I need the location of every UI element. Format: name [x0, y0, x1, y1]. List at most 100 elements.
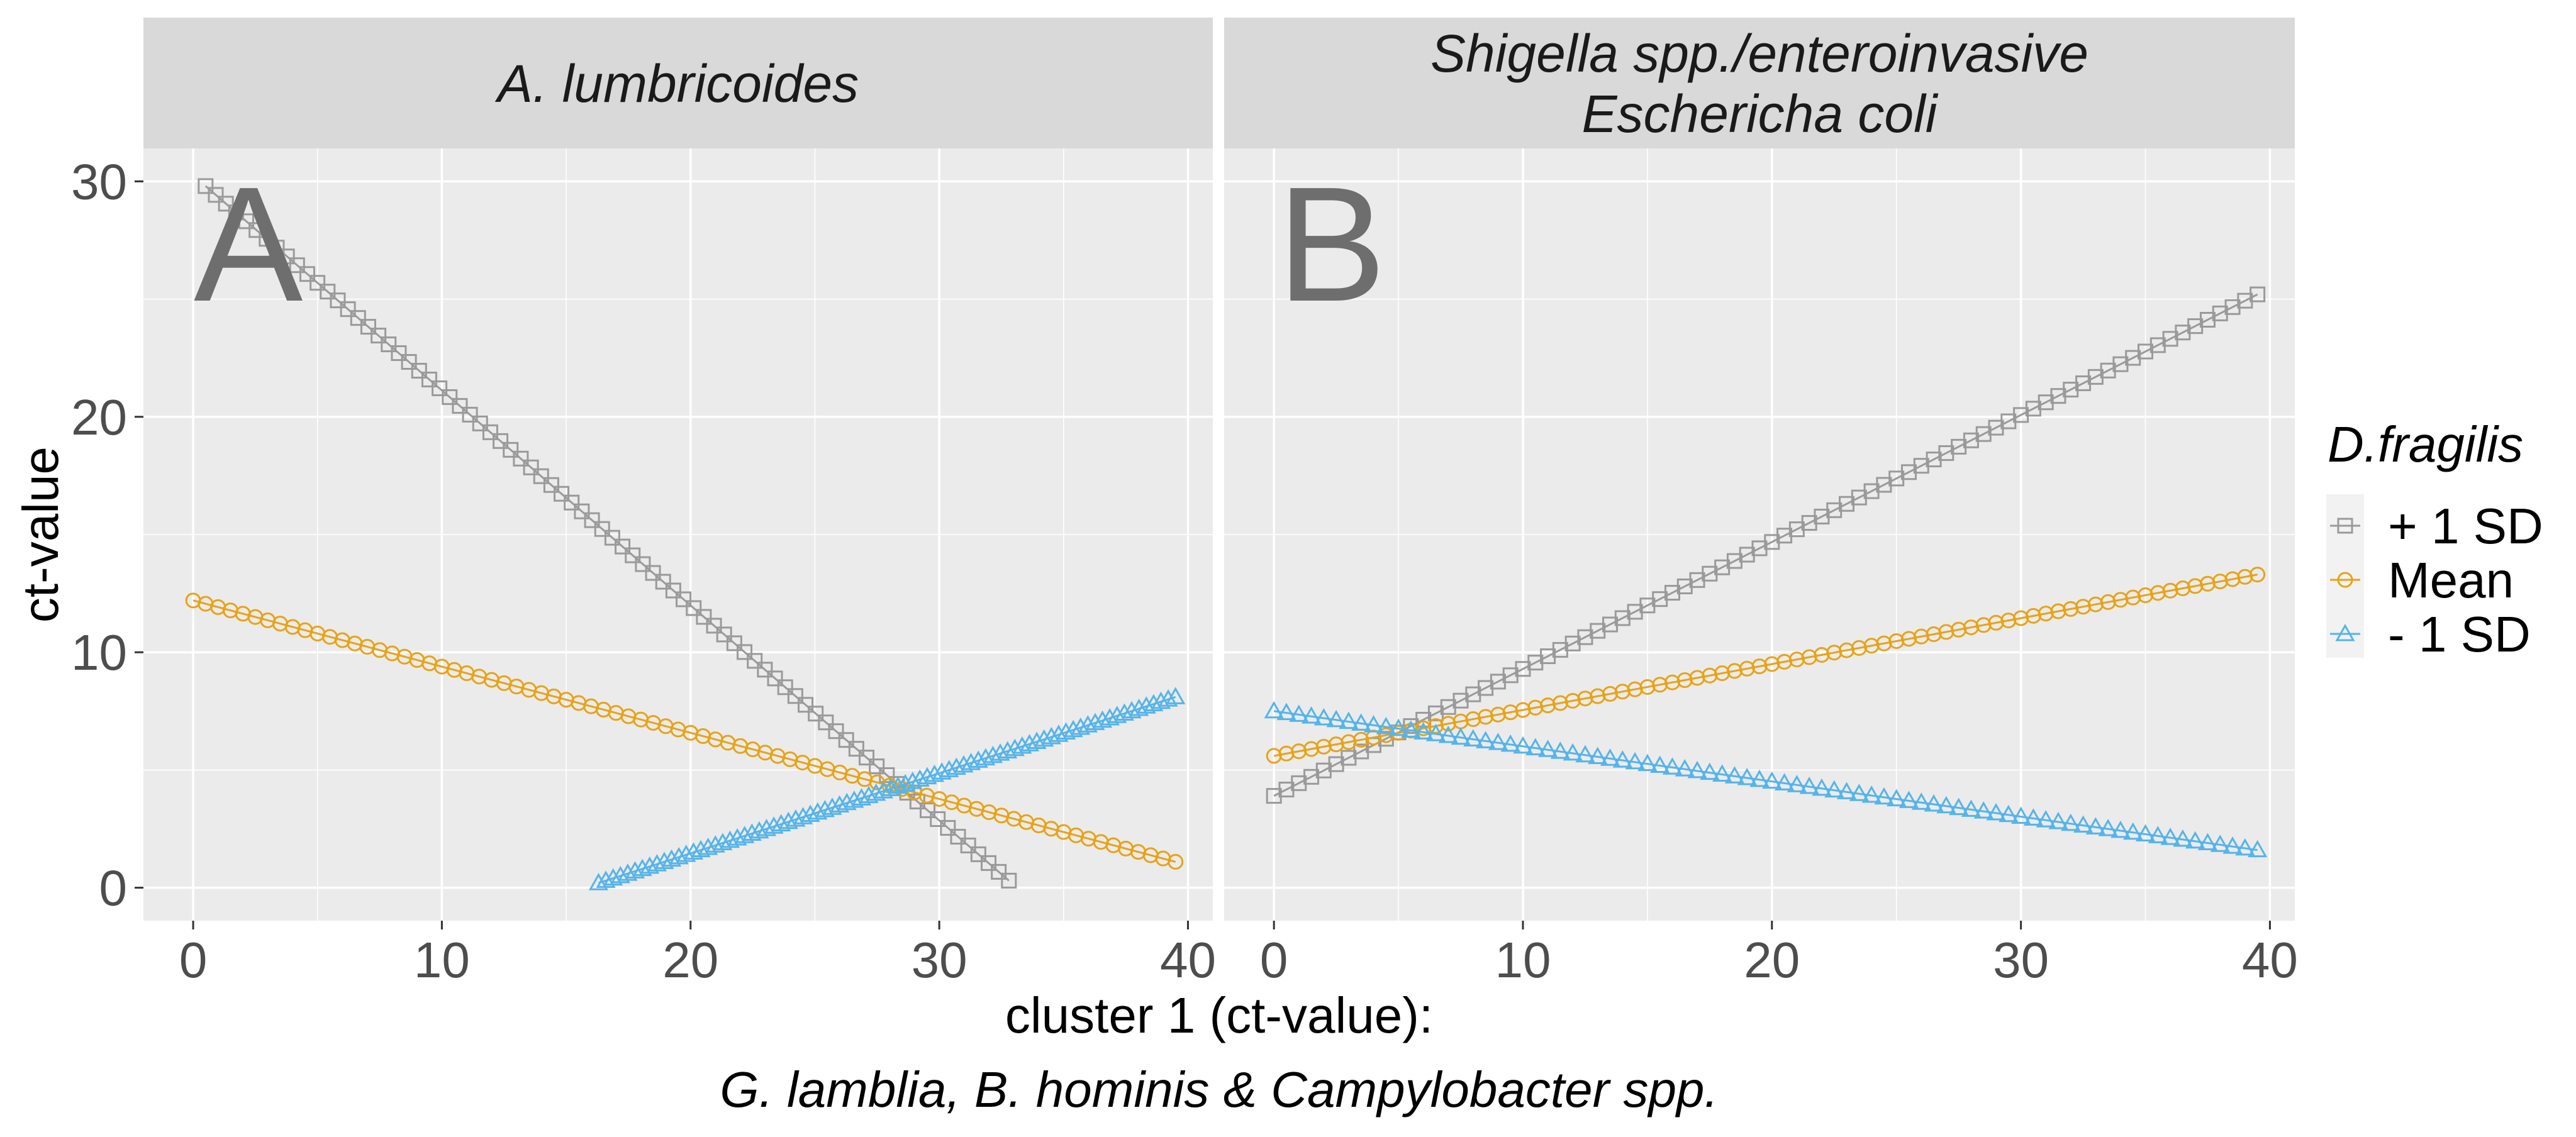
panel-a-point-plus-1-sd — [950, 828, 966, 845]
panel-a-point-minus-1-sd — [771, 814, 791, 831]
panel-a-point-minus-1-sd — [793, 807, 813, 824]
panel-b-point-mean — [1577, 691, 1593, 707]
x-axis-title-line-1: cluster 1 (ct-value): — [1005, 987, 1433, 1043]
panel-a-point-plus-1-sd — [676, 591, 692, 607]
panel-b-point-mean — [1676, 672, 1693, 689]
panel-b-point-mean — [1938, 624, 1954, 640]
panel-a-point-minus-1-sd — [588, 873, 609, 890]
panel-a-point-plus-1-sd — [289, 257, 305, 274]
panel-a-point-minus-1-sd — [888, 776, 908, 794]
panel-a-point-plus-1-sd — [706, 618, 722, 634]
panel-b-point-mean — [1515, 702, 1531, 718]
panel-a-point-minus-1-sd — [939, 760, 959, 777]
panel-a-point-plus-1-sd — [980, 855, 996, 871]
panel-a-point-plus-1-sd — [655, 574, 671, 590]
panel-b-point-minus-1-sd — [1874, 787, 1894, 805]
legend-label-minus-1-sd: - 1 SD — [2388, 606, 2531, 662]
panel-a-point-minus-1-sd — [1071, 717, 1091, 735]
panel-a-point-plus-1-sd — [533, 468, 549, 484]
panel-b-point-minus-1-sd — [1537, 740, 1558, 757]
panel-b-point-minus-1-sd — [2222, 836, 2243, 854]
panel-a-point-minus-1-sd — [1005, 738, 1025, 757]
panel-a-point-plus-1-sd — [615, 538, 631, 555]
panel-a-point-plus-1-sd — [513, 450, 529, 467]
panel-b-point-mean — [2013, 610, 2029, 626]
panel-b-point-mean — [1776, 653, 1793, 670]
panel-a-point-minus-1-sd — [654, 851, 674, 869]
panel-a-x-tick-label: 40 — [1160, 932, 1216, 988]
panel-a-point-minus-1-sd — [895, 774, 915, 792]
panel-a: A. lumbricoides A — [143, 18, 1213, 921]
legend-key-marker-mean — [2337, 572, 2353, 588]
panel-a-point-minus-1-sd — [1012, 736, 1032, 754]
panel-a-point-plus-1-sd — [543, 477, 559, 493]
panel-a-point-minus-1-sd — [808, 802, 828, 820]
panel-b-point-mean — [2175, 580, 2191, 597]
panel-a-point-plus-1-sd — [757, 662, 773, 678]
panel-a-point-minus-1-sd — [800, 804, 820, 823]
panel-b-point-mean — [1751, 658, 1768, 675]
panel-a-point-minus-1-sd — [705, 835, 725, 853]
panel-a-point-minus-1-sd — [618, 863, 638, 881]
panel-a-point-plus-1-sd — [991, 863, 1007, 880]
panel-a-point-plus-1-sd — [625, 547, 641, 563]
panel-b-point-minus-1-sd — [1887, 789, 1907, 807]
panel-a-series-mean — [185, 592, 1184, 870]
panel-b-point-mean — [2224, 571, 2241, 587]
panel-b-point-mean — [1963, 619, 1979, 636]
panel-a-point-minus-1-sd — [815, 799, 835, 818]
panel-b-point-mean — [1913, 628, 1929, 645]
panel-a-point-minus-1-sd — [1158, 689, 1178, 707]
legend-key-background — [2326, 494, 2364, 658]
panel-a-point-minus-1-sd — [903, 772, 923, 789]
panel-b-point-mean — [2075, 599, 2092, 615]
panel-b-point-minus-1-sd — [1351, 713, 1371, 731]
panel-a-point-minus-1-sd — [727, 828, 747, 846]
panel-b-point-minus-1-sd — [1861, 785, 1882, 803]
panel-b-point-mean — [1303, 741, 1320, 757]
panel-a-point-plus-1-sd — [401, 354, 417, 370]
panel-a-point-plus-1-sd — [371, 328, 387, 344]
panel-b-x-tick-label: 30 — [1993, 932, 2049, 988]
panel-b-point-mean — [1951, 621, 1967, 638]
panel-b-point-minus-1-sd — [2210, 835, 2230, 852]
panel-b-point-mean — [1739, 660, 1755, 677]
panel-a-point-plus-1-sd — [645, 565, 661, 581]
panel-b-point-mean — [1689, 670, 1705, 686]
panel-b-point-mean — [2138, 587, 2154, 603]
panel-b-point-mean — [1788, 652, 1805, 668]
panel-a-point-plus-1-sd — [564, 494, 580, 511]
panel-a-point-plus-1-sd — [808, 706, 824, 722]
panel-b-point-minus-1-sd — [1737, 767, 1757, 785]
panel-a-point-plus-1-sd — [848, 741, 864, 757]
panel-b-point-mean — [1814, 646, 1830, 663]
panel-b-point-minus-1-sd — [2098, 819, 2118, 836]
panel-b-point-minus-1-sd — [1849, 784, 1869, 801]
panel-b-point-mean — [1839, 642, 1855, 658]
panel-a-x-tick-label: 10 — [414, 932, 470, 988]
panel-a-point-minus-1-sd — [720, 830, 740, 848]
panel-b-point-mean — [2212, 574, 2228, 590]
legend-label-mean: Mean — [2388, 552, 2514, 608]
panel-a-point-plus-1-sd — [462, 406, 478, 423]
panel-a-point-plus-1-sd — [828, 723, 844, 740]
panel-b-point-minus-1-sd — [1550, 741, 1570, 759]
panel-b-point-mean — [1863, 638, 1880, 654]
panel-a-point-plus-1-sd — [574, 503, 590, 519]
panel-b-point-minus-1-sd — [2135, 824, 2156, 842]
panel-a-point-plus-1-sd — [330, 292, 346, 309]
panel-b-point-minus-1-sd — [2185, 831, 2205, 849]
panel-a-point-plus-1-sd — [604, 530, 620, 546]
panel-a-point-minus-1-sd — [866, 783, 886, 801]
panel-b-point-mean — [1988, 614, 2004, 631]
panel-a-point-minus-1-sd — [669, 846, 689, 865]
panel-b-point-mean — [1876, 635, 1892, 652]
panel-b-point-mean — [2063, 601, 2079, 617]
panel-b-series-line-minus-1-sd — [1273, 710, 2258, 851]
panel-b: Shigella spp./enteroinvasive Eschericha … — [1224, 18, 2295, 921]
panel-a-point-plus-1-sd — [391, 345, 407, 362]
y-tick-label: 30 — [71, 153, 127, 209]
panel-b-point-mean — [1627, 681, 1643, 697]
panel-b-point-minus-1-sd — [2073, 815, 2094, 833]
panel-a-point-plus-1-sd — [859, 750, 875, 766]
